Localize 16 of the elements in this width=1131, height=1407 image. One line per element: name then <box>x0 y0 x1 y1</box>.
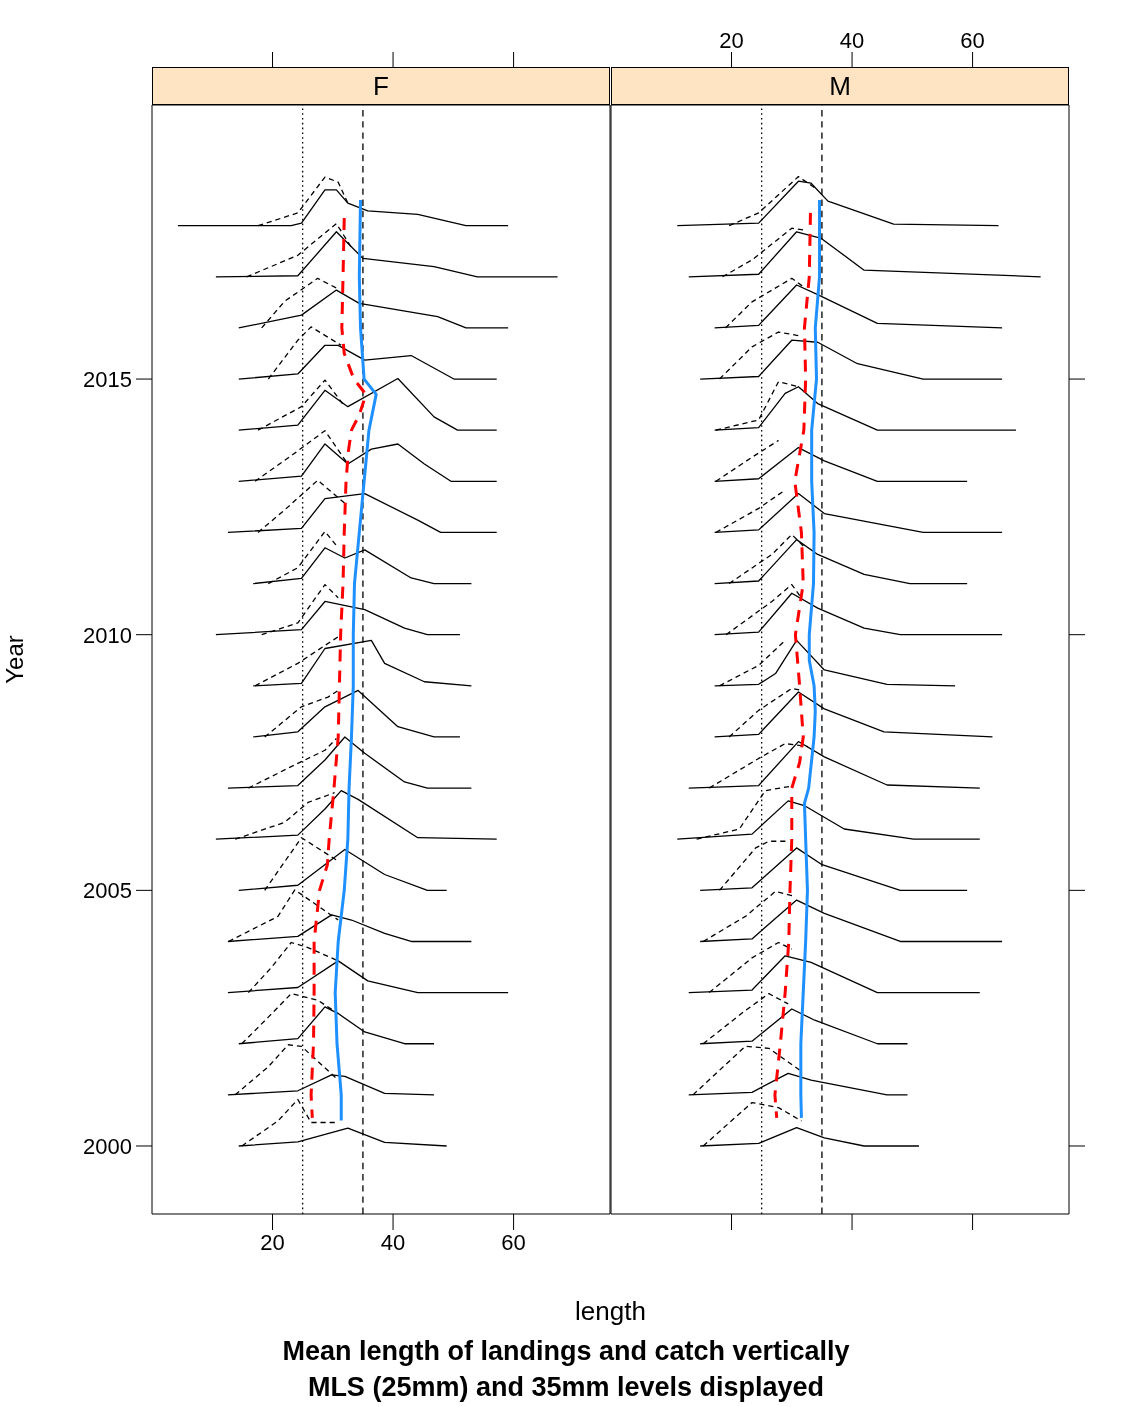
chart-title: M <box>829 70 851 102</box>
text: MLS (25mm) and 35mm levels displayed <box>307 1372 825 1402</box>
y-tick-label: 2010 <box>83 622 132 648</box>
x-tick-label: 40 <box>380 1229 406 1255</box>
y-axis-title: Year <box>0 635 28 684</box>
x-axis-title: length <box>575 1296 646 1326</box>
x-tick-label: 40 <box>839 28 865 53</box>
y-tick-label: 2015 <box>83 366 132 392</box>
y-tick-label: 2000 <box>83 1133 132 1159</box>
x-tick-label: 60 <box>501 1229 526 1255</box>
text: Mean length of landings and catch vertically <box>282 1336 850 1366</box>
x-tick-label: 20 <box>260 1229 285 1255</box>
x-tick-label: 60 <box>960 28 985 53</box>
x-tick-label: 20 <box>719 28 744 53</box>
y-tick-label: 2005 <box>83 878 132 904</box>
chart-title: F <box>373 70 389 102</box>
